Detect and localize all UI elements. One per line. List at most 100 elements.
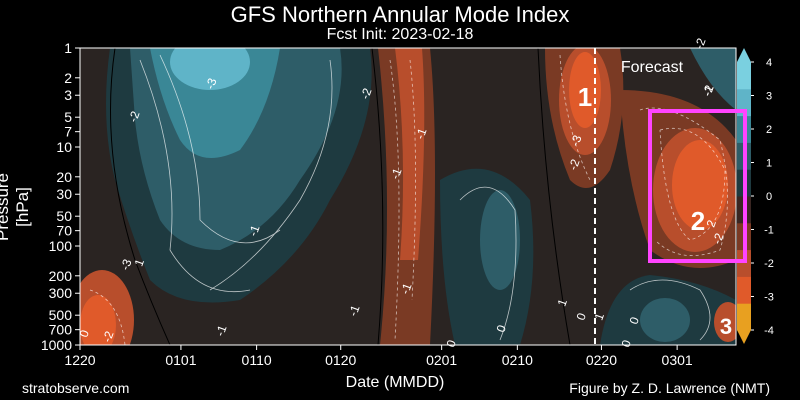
contour-label: -1: [388, 166, 405, 181]
contour-line-negative: [89, 289, 126, 345]
colorbar-tick-label: -2: [764, 258, 774, 270]
x-axis-label: Date (MMDD): [345, 374, 445, 391]
colorbar-tick-label: -3: [764, 292, 774, 304]
zero-contour: [110, 48, 171, 345]
zero-contours: [110, 48, 571, 345]
contour-label: -2: [700, 83, 717, 98]
contour-label: 0: [619, 338, 635, 349]
x-tick-label: 0110: [242, 352, 272, 368]
contour-line: [139, 59, 251, 293]
contour-label: -1: [398, 281, 415, 296]
contour-label: -2: [710, 231, 727, 246]
colorbar-arrow-top: [737, 48, 751, 62]
colorbar-segment: [737, 249, 751, 277]
x-tick-label: 1220: [64, 352, 95, 368]
annotation-3: 3: [720, 314, 732, 339]
y-tick-label: 1000: [41, 337, 72, 353]
colorbar-tick-label: 4: [766, 57, 772, 69]
contour-line: [159, 54, 281, 244]
contour-line: [459, 186, 517, 341]
neg-region-3: [714, 302, 736, 342]
annotation-2: 2: [691, 206, 705, 236]
contour-label: 0: [574, 311, 590, 322]
contour-label: 0: [444, 338, 460, 349]
contour-label: -2: [358, 86, 375, 101]
colorbar-tick-label: 2: [766, 124, 772, 136]
annotation-1: 1: [578, 82, 592, 112]
highlight-box: [648, 109, 747, 263]
footer-site: stratobserve.com: [22, 380, 130, 396]
contour-label: -2: [692, 36, 709, 51]
y-tick-label: 50: [56, 208, 72, 224]
contour-label: 0: [77, 328, 93, 339]
pos-region-topright: [690, 48, 736, 110]
contour-label: -3: [203, 76, 220, 91]
colorbar-tick-label: 3: [766, 91, 772, 103]
contour-label: 2: [704, 218, 720, 229]
y-tick-label: 20: [56, 169, 72, 185]
contour-label: 0: [627, 315, 643, 326]
y-tick-label: 10: [56, 139, 72, 155]
y-tick-label: 100: [49, 238, 73, 254]
colorbar-segment: [737, 303, 751, 331]
neg-core-region-1: [569, 52, 601, 128]
colorbar-tick-label: 1: [766, 158, 772, 170]
contour-line-negative: [659, 128, 726, 241]
y-tick-label: 3: [64, 87, 72, 103]
contour-line-negative: [389, 59, 400, 341]
x-tick-label: 0120: [325, 352, 356, 368]
contour-lines-negative: [89, 54, 728, 345]
footer-credit: Figure by Z. D. Lawrence (NMT): [569, 380, 770, 396]
contour-label: -1: [700, 83, 717, 98]
y-tick-label: 700: [49, 322, 73, 338]
colorbar-tick-label: -1: [764, 225, 774, 237]
contour-label: -2: [126, 109, 143, 124]
neg-band-core-0125: [395, 48, 425, 260]
colorbar-tick-label: 0: [766, 191, 772, 203]
zero-contour: [537, 48, 571, 345]
y-tick-label: 70: [56, 223, 72, 239]
contour-label: 1: [592, 311, 608, 322]
contour-label: -2: [566, 157, 583, 172]
chart-subtitle: Fcst Init: 2023-02-18: [326, 26, 474, 43]
colorbar: 4 3 2 1 0 -1 -2 -3 -4: [737, 48, 774, 344]
plot-area: [80, 48, 736, 345]
contour-label: -1: [246, 223, 263, 238]
pos-core-bottomright: [640, 298, 690, 342]
y-tick-label: 300: [49, 285, 73, 301]
x-tick-label: 0101: [165, 352, 196, 368]
contour-label: 1: [132, 257, 148, 268]
y-tick-label: 30: [56, 186, 72, 202]
contour-label: 0: [494, 323, 510, 334]
y-tick-label: 200: [49, 268, 73, 284]
neg-core-region-2: [672, 140, 728, 230]
contour-label: -1: [413, 126, 430, 141]
y-tick-label: 2: [64, 70, 72, 86]
y-tick-label: 500: [49, 307, 73, 323]
pos-core-0208: [480, 190, 520, 290]
contour-lines: [139, 54, 711, 341]
contour-label: -1: [346, 303, 363, 318]
contour-label: 1: [555, 297, 571, 308]
plot-frame: [79, 47, 737, 346]
y-tick-label: 1: [64, 40, 72, 56]
x-tick-label: 0201: [426, 352, 457, 368]
colorbar-tick-label: -4: [764, 325, 774, 337]
colorbar-segment: [737, 62, 751, 90]
colorbar-arrow-bottom: [737, 330, 751, 344]
contour-line: [209, 59, 333, 291]
contour-line-negative: [559, 54, 591, 181]
x-tick-label: 0210: [502, 352, 533, 368]
contour-line: [629, 279, 711, 341]
y-tick-label: 5: [64, 109, 72, 125]
x-tick-label: 0220: [586, 352, 617, 368]
x-tick-label: 0301: [662, 352, 693, 368]
zero-contour: [371, 48, 384, 345]
colorbar-segment: [737, 276, 751, 304]
contour-label: -1: [213, 323, 230, 338]
contour-label: -3: [118, 257, 135, 272]
neg-core-left: [80, 295, 116, 345]
